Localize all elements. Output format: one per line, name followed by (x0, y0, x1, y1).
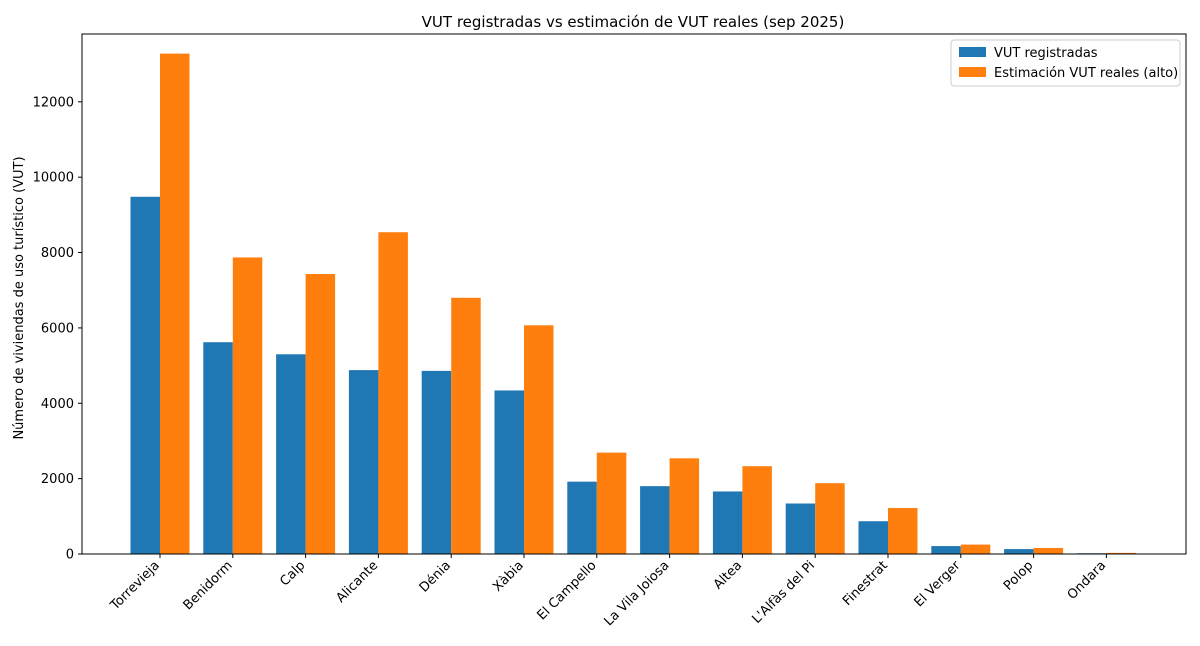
legend: VUT registradas Estimación VUT reales (al… (950, 39, 1181, 87)
y-tick-label-5: 10000 (33, 171, 74, 186)
bar-estimacion-3 (378, 232, 408, 554)
y-tick-label-4: 8000 (41, 246, 74, 261)
bar-estimacion-8 (742, 466, 772, 554)
y-tick-label-6: 12000 (33, 95, 74, 110)
bar-registradas-5 (494, 390, 524, 554)
bar-estimacion-12 (1033, 547, 1064, 554)
plot-frame (81, 33, 1187, 555)
bar-registradas-4 (421, 370, 452, 554)
bar-estimacion-2 (305, 274, 336, 554)
bar-estimacion-11 (960, 544, 991, 554)
y-tick-label-2: 4000 (41, 397, 74, 412)
legend-label-0: VUT registradas (994, 46, 1098, 61)
bar-registradas-11 (931, 546, 961, 554)
bar-estimacion-9 (815, 483, 845, 554)
legend-label-1: Estimación VUT reales (alto) (994, 66, 1178, 81)
y-tick-label-0: 0 (66, 548, 74, 563)
bar-registradas-9 (785, 503, 816, 554)
bar-estimacion-10 (888, 508, 918, 554)
y-tick-label-1: 2000 (41, 472, 74, 487)
bar-registradas-10 (858, 521, 888, 554)
bar-registradas-0 (130, 196, 160, 554)
bar-estimacion-1 (232, 257, 263, 554)
bar-estimacion-13 (1106, 552, 1136, 554)
bar-registradas-7 (640, 486, 670, 554)
chart-title: VUT registradas vs estimación de VUT rea… (422, 13, 845, 31)
y-tick-label-3: 6000 (41, 321, 74, 336)
bar-estimacion-5 (524, 325, 554, 554)
bar-estimacion-7 (669, 458, 700, 554)
bar-registradas-8 (712, 491, 743, 554)
bar-estimacion-6 (596, 452, 627, 554)
bar-registradas-6 (567, 481, 597, 554)
bars-group (130, 53, 1136, 555)
legend-box (950, 39, 1181, 87)
bar-registradas-2 (276, 354, 306, 554)
legend-swatch-0 (959, 47, 986, 57)
bar-estimacion-4 (451, 297, 481, 554)
bar-estimacion-0 (160, 53, 190, 555)
y-axis: 0 2000 4000 6000 8000 10000 12000 (33, 95, 82, 563)
bar-registradas-12 (1004, 549, 1034, 554)
bar-registradas-1 (203, 342, 233, 554)
legend-swatch-1 (959, 67, 986, 77)
y-axis-label: Número de viviendas de uso turístico (VU… (12, 156, 27, 439)
bar-registradas-3 (348, 370, 379, 554)
